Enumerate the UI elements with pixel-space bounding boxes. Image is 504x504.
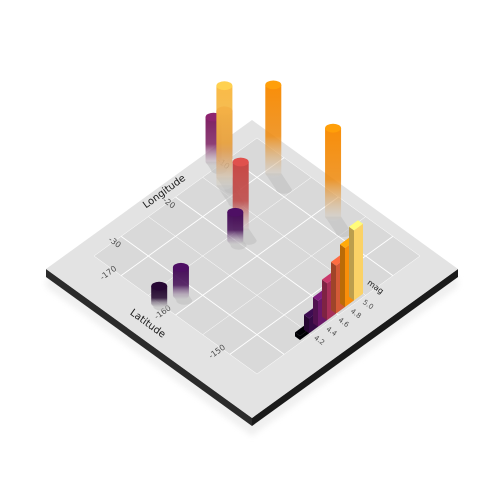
bar [227, 207, 244, 245]
bar [325, 123, 342, 222]
legend-bars [295, 220, 363, 340]
bar [172, 262, 189, 300]
bar-body [265, 84, 282, 178]
bar-shadow [325, 216, 352, 237]
bar-top [151, 281, 168, 291]
bar [216, 81, 233, 190]
slab-left-side [46, 269, 252, 426]
bar [151, 281, 168, 308]
legend-bar [349, 220, 363, 301]
legend: 4.24.44.64.85.0 mag [295, 220, 385, 347]
bar-top [265, 80, 282, 90]
bar-shadow [265, 173, 292, 194]
gridline [175, 196, 339, 316]
bar-body [151, 286, 168, 308]
gridline [148, 216, 312, 335]
bar-top [325, 123, 342, 133]
gridline [229, 157, 394, 277]
bars [151, 80, 342, 308]
bar-body [216, 85, 233, 190]
bar-body [227, 212, 244, 245]
gridline [120, 235, 285, 355]
slab-right-side [252, 269, 458, 426]
gridline [93, 255, 258, 375]
bar-top [232, 157, 249, 167]
bar-top [216, 81, 233, 91]
bar-body [172, 267, 189, 300]
bar [265, 80, 282, 178]
bar-body [325, 128, 342, 222]
bar-top [227, 207, 244, 217]
bar-top [172, 262, 189, 272]
